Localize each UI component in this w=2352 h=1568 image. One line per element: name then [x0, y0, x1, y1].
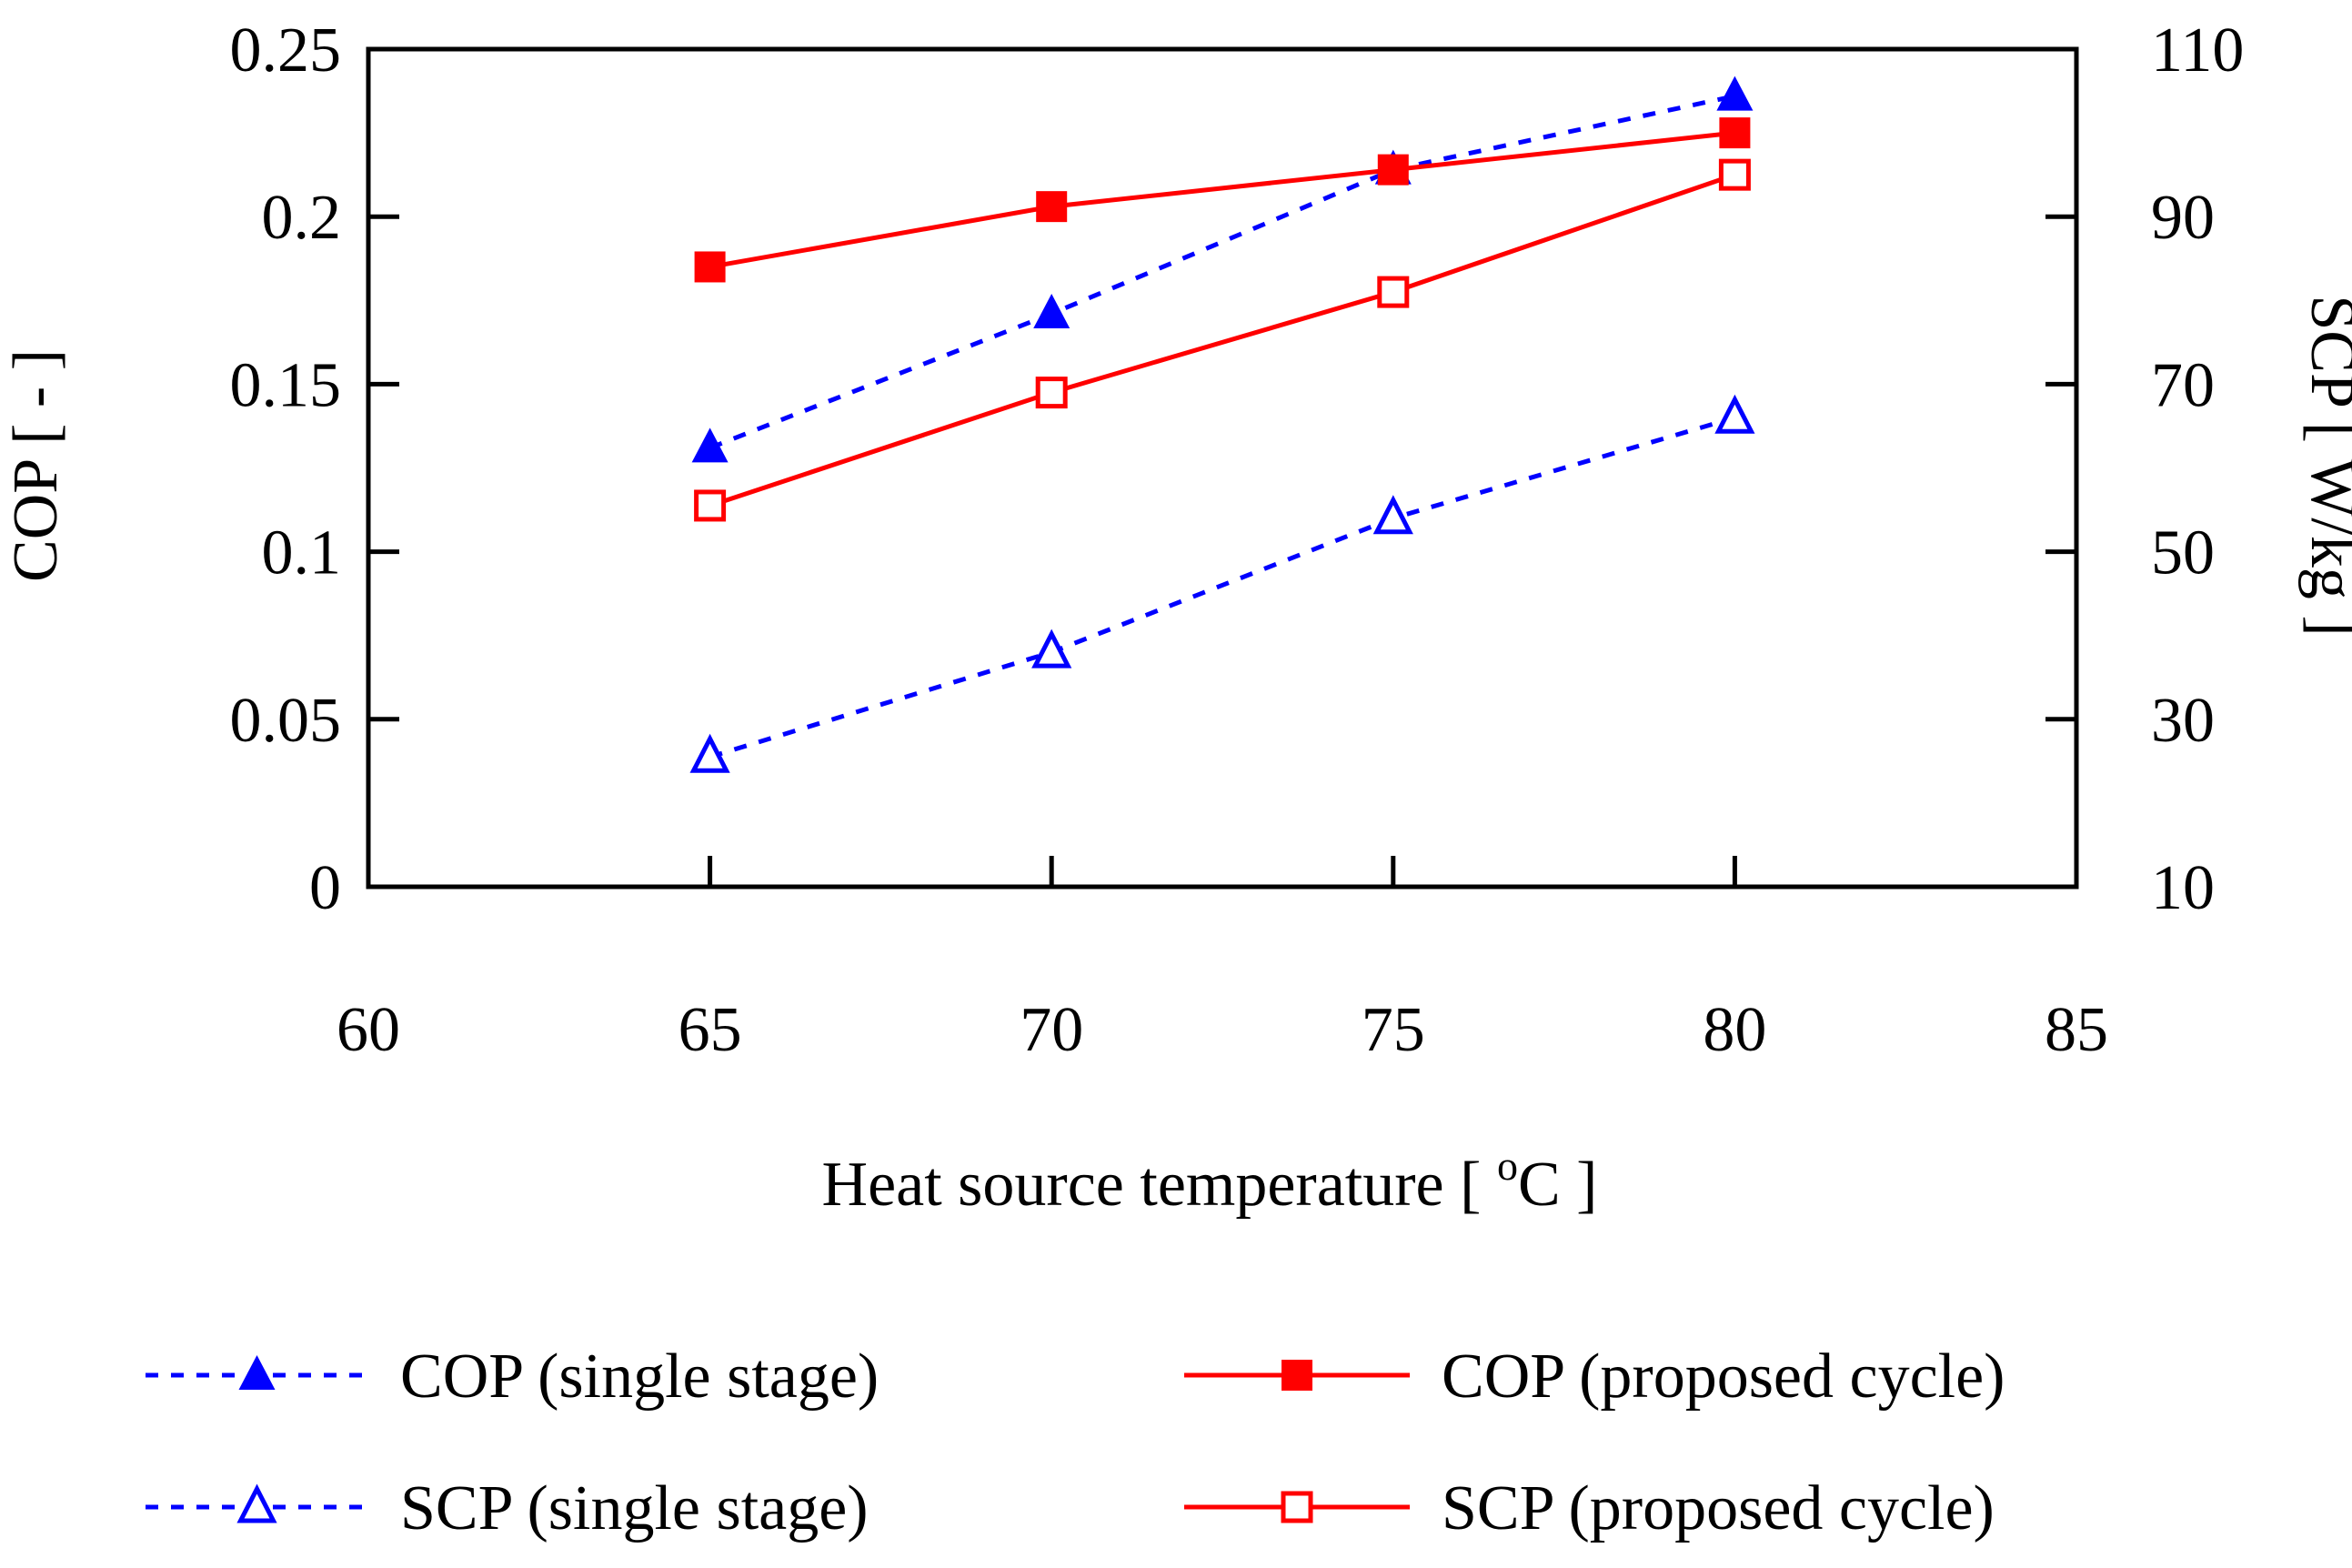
y-axis-right-label: SCP [ W/kg ] [2297, 295, 2352, 636]
data-point [1372, 495, 1413, 535]
series-line [709, 130, 1735, 269]
series-layer [689, 75, 1755, 773]
legend-marker [1281, 1491, 1313, 1523]
series-4 [694, 158, 1751, 522]
data-point [1716, 75, 1754, 111]
x-tick-label: 60 [337, 995, 400, 1065]
x-tick-label: 85 [2045, 995, 2108, 1065]
x-axis-label-sup: o [1497, 1142, 1518, 1189]
data-point [1031, 628, 1072, 668]
legend: COP (single stage) COP (proposed cycle) SC… [146, 1342, 2005, 1543]
legend-item-4: SCP (proposed cycle) [1184, 1473, 1995, 1543]
legend-label: COP (single stage) [400, 1342, 879, 1412]
data-point [1719, 117, 1751, 149]
y-left-tick-label: 0.05 [230, 686, 342, 756]
x-axis-label: Heat source temperature [ oC ] [822, 1142, 1598, 1220]
legend-item-3: SCP (single stage) [146, 1473, 869, 1543]
series-line [709, 415, 1736, 759]
x-tick-label: 65 [678, 995, 742, 1065]
x-tick-label: 80 [1703, 995, 1766, 1065]
axes-layer: 0 0.05 0.1 0.15 0.2 0.25 10 30 50 70 90 110 60 65 70 75… [230, 15, 2245, 1065]
series-line [709, 172, 1736, 508]
series-line [709, 94, 1735, 450]
series-1 [691, 75, 1754, 463]
y-left-tick-label: 0.15 [230, 350, 342, 420]
series-3 [689, 394, 1755, 773]
x-axis-label-post: C ] [1518, 1150, 1598, 1220]
y-left-tick-label: 0.1 [262, 518, 342, 588]
y-right-tick-label: 70 [2151, 350, 2215, 420]
data-point [694, 251, 726, 283]
data-point [1377, 154, 1409, 186]
y-right-tick-label: 10 [2151, 853, 2215, 923]
data-point [689, 733, 730, 773]
legend-marker [1282, 1360, 1312, 1391]
data-point [694, 489, 727, 522]
legend-label: SCP (proposed cycle) [1442, 1473, 1995, 1543]
legend-label: COP (proposed cycle) [1442, 1342, 2005, 1412]
series-2 [694, 117, 1751, 283]
legend-item-1: COP (single stage) [146, 1342, 879, 1412]
data-point [691, 427, 729, 463]
y-left-tick-label: 0.25 [230, 15, 342, 85]
y-axis-left-label: COP [ - ] [1, 349, 71, 582]
legend-item-2: COP (proposed cycle) [1184, 1342, 2005, 1412]
data-point [1033, 294, 1070, 329]
data-point [1377, 276, 1410, 308]
data-point [1718, 158, 1751, 191]
legend-marker [236, 1483, 277, 1523]
y-left-tick-label: 0.2 [262, 183, 342, 253]
y-right-tick-label: 50 [2151, 518, 2215, 588]
y-left-tick-label: 0 [309, 853, 341, 923]
data-point [1035, 377, 1068, 409]
data-point [1036, 191, 1068, 223]
plot-frame [366, 46, 2079, 890]
plot-area [366, 46, 2079, 890]
x-tick-label: 70 [1020, 995, 1083, 1065]
legend-marker [238, 1355, 276, 1390]
y-right-tick-label: 90 [2151, 183, 2215, 253]
x-tick-label: 75 [1362, 995, 1425, 1065]
y-right-tick-label: 110 [2151, 15, 2244, 85]
y-right-tick-label: 30 [2151, 686, 2215, 756]
x-axis-label-pre: Heat source temperature [ [822, 1150, 1497, 1220]
data-point [1714, 394, 1755, 434]
legend-label: SCP (single stage) [400, 1473, 869, 1543]
